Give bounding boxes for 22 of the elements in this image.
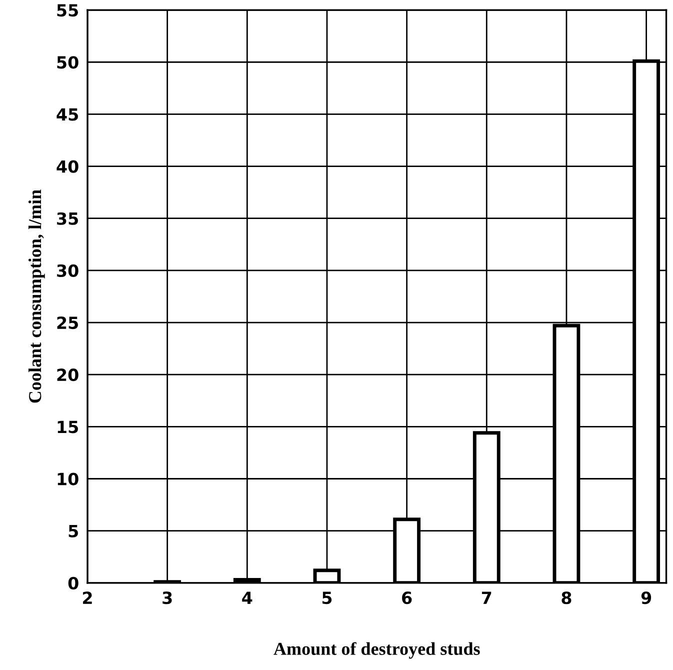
x-axis-title: Amount of destroyed studs [274, 642, 480, 659]
y-tick-label: 30 [57, 264, 78, 278]
y-tick-label: 15 [58, 420, 78, 434]
y-tick-label: 25 [57, 316, 78, 330]
y-tick-label: 35 [57, 212, 78, 225]
y-tick-label: 45 [56, 108, 78, 121]
y-tick-label: 55 [57, 4, 78, 17]
y-tick-label: 5 [68, 525, 78, 538]
x-tick-label: 7 [482, 592, 492, 604]
x-tick-label: 2 [83, 592, 92, 604]
y-tick-label: 50 [57, 56, 78, 69]
x-tick-label: 8 [562, 592, 572, 604]
x-tick-label: 9 [641, 592, 652, 604]
y-tick-label: 40 [56, 160, 78, 173]
x-tick-label: 5 [322, 592, 332, 604]
y-tick-label: 20 [57, 368, 78, 382]
y-tick-label: 0 [68, 576, 78, 590]
y-axis-title: Coolant consumption, l/min [28, 190, 45, 403]
x-tick-label: 4 [242, 592, 252, 604]
x-tick-label: 3 [162, 592, 172, 604]
x-tick-label: 6 [402, 592, 412, 604]
y-tick-label: 10 [58, 472, 78, 486]
